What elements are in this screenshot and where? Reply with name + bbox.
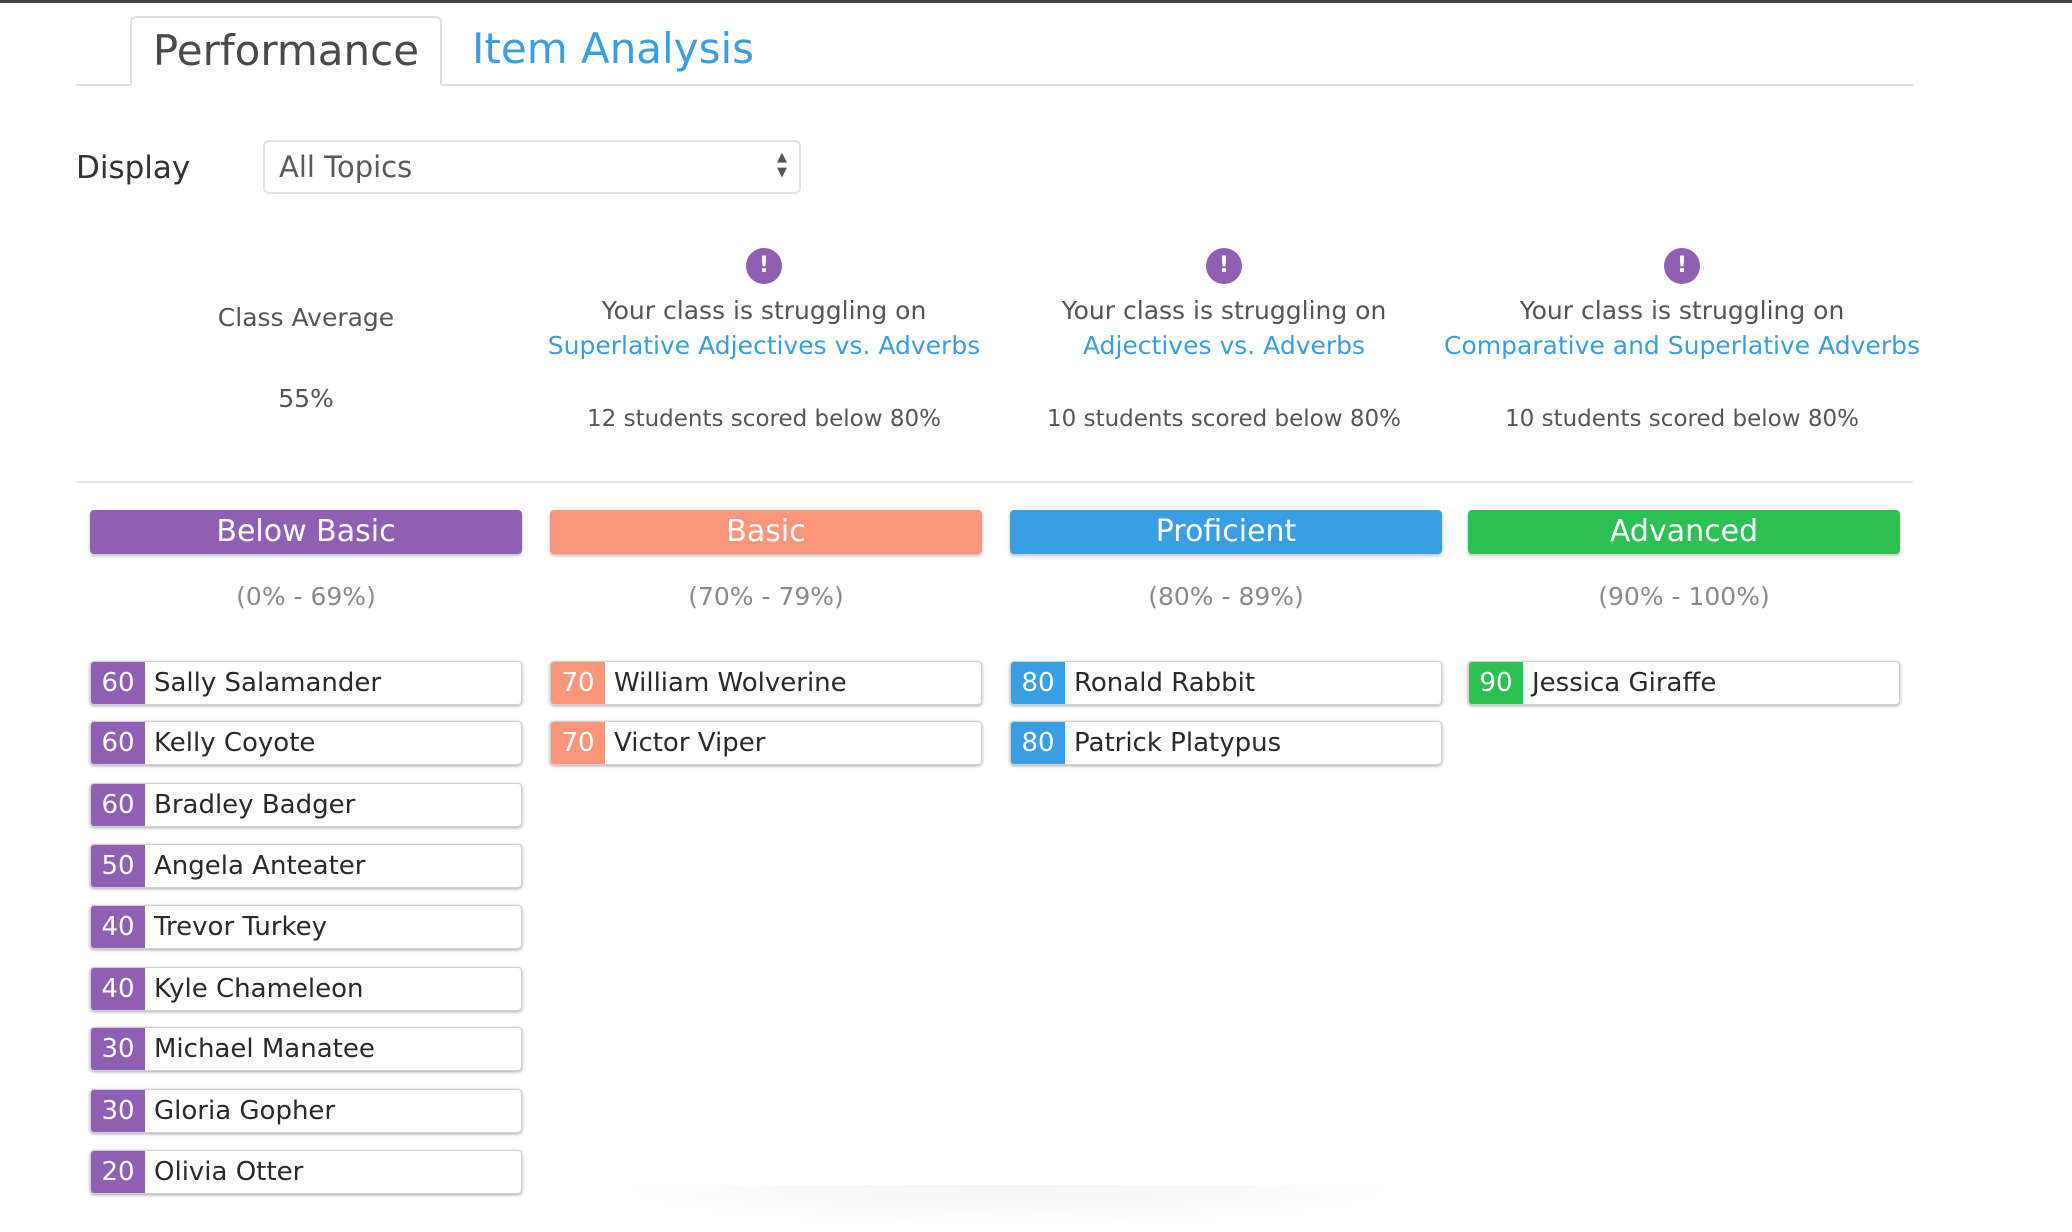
band-header-below-basic: Below Basic (90, 510, 522, 554)
student-name: Angela Anteater (154, 851, 366, 881)
topic-select-value: All Topics (279, 150, 413, 184)
student-card[interactable]: 60 Kelly Coyote (90, 721, 522, 765)
alert-icon: ! (1664, 248, 1700, 284)
student-card[interactable]: 50 Angela Anteater (90, 844, 522, 888)
student-card[interactable]: 70 Victor Viper (550, 721, 982, 765)
tabs-underline (76, 84, 1913, 86)
struggle-count: 10 students scored below 80% (1505, 406, 1859, 432)
tab-item-analysis[interactable]: Item Analysis (472, 24, 755, 73)
struggle-text: Your class is struggling on (1519, 296, 1845, 325)
student-score-badge: 60 (91, 784, 145, 826)
student-name: Bradley Badger (154, 790, 356, 820)
student-card[interactable]: 80 Patrick Platypus (1010, 721, 1442, 765)
student-card[interactable]: 40 Trevor Turkey (90, 905, 522, 949)
band-range-proficient: (80% - 89%) (1148, 582, 1304, 611)
student-name: Gloria Gopher (154, 1096, 336, 1126)
student-card[interactable]: 80 Ronald Rabbit (1010, 661, 1442, 705)
band-range-below-basic: (0% - 69%) (236, 582, 376, 611)
student-score-badge: 50 (91, 845, 145, 887)
student-score-badge: 70 (551, 722, 605, 764)
student-card[interactable]: 60 Bradley Badger (90, 783, 522, 827)
struggle-topic-link[interactable]: Adjectives vs. Adverbs (1082, 331, 1366, 360)
student-name: William Wolverine (614, 668, 847, 698)
display-label: Display (76, 150, 191, 186)
student-card[interactable]: 30 Michael Manatee (90, 1027, 522, 1071)
student-name: Jessica Giraffe (1532, 668, 1717, 698)
student-card[interactable]: 30 Gloria Gopher (90, 1089, 522, 1133)
struggle-topic-link[interactable]: Superlative Adjectives vs. Adverbs (547, 331, 981, 360)
struggle-text: Your class is struggling on (601, 296, 927, 325)
topic-select[interactable]: All Topics ▲ ▼ (263, 140, 801, 194)
struggle-count: 12 students scored below 80% (587, 406, 941, 432)
band-range-basic: (70% - 79%) (688, 582, 844, 611)
student-name: Sally Salamander (154, 668, 382, 698)
alert-icon: ! (746, 248, 782, 284)
band-header-basic: Basic (550, 510, 982, 554)
student-score-badge: 60 (91, 662, 145, 704)
student-card[interactable]: 90 Jessica Giraffe (1468, 661, 1900, 705)
student-score-badge: 90 (1469, 662, 1523, 704)
alert-icon: ! (1206, 248, 1242, 284)
struggle-count: 10 students scored below 80% (1047, 406, 1401, 432)
student-name: Ronald Rabbit (1074, 668, 1256, 698)
student-card[interactable]: 70 William Wolverine (550, 661, 982, 705)
student-card[interactable]: 20 Olivia Otter (90, 1150, 522, 1194)
class-average-value: 55% (278, 384, 334, 413)
student-score-badge: 80 (1011, 662, 1065, 704)
class-average-label: Class Average (217, 303, 395, 332)
student-score-badge: 30 (91, 1090, 145, 1132)
student-score-badge: 60 (91, 722, 145, 764)
student-score-badge: 80 (1011, 722, 1065, 764)
student-score-badge: 20 (91, 1151, 145, 1193)
student-card[interactable]: 40 Kyle Chameleon (90, 967, 522, 1011)
student-score-badge: 70 (551, 662, 605, 704)
band-header-proficient: Proficient (1010, 510, 1442, 554)
student-name: Olivia Otter (154, 1157, 304, 1187)
student-name: Kyle Chameleon (154, 974, 364, 1004)
struggle-text: Your class is struggling on (1061, 296, 1387, 325)
student-name: Kelly Coyote (154, 728, 316, 758)
select-arrows-icon: ▲ ▼ (777, 150, 787, 180)
student-name: Patrick Platypus (1074, 728, 1282, 758)
student-name: Michael Manatee (154, 1034, 375, 1064)
band-range-advanced: (90% - 100%) (1598, 582, 1770, 611)
bottom-shadow (560, 1185, 1460, 1232)
student-score-badge: 30 (91, 1028, 145, 1070)
struggle-topic-link[interactable]: Comparative and Superlative Adverbs (1443, 331, 1920, 360)
band-header-advanced: Advanced (1468, 510, 1900, 554)
top-border (0, 0, 2072, 3)
student-score-badge: 40 (91, 968, 145, 1010)
section-divider (76, 481, 1913, 483)
student-name: Victor Viper (614, 728, 766, 758)
student-card[interactable]: 60 Sally Salamander (90, 661, 522, 705)
tab-performance[interactable]: Performance (130, 16, 442, 86)
student-score-badge: 40 (91, 906, 145, 948)
student-name: Trevor Turkey (154, 912, 328, 942)
